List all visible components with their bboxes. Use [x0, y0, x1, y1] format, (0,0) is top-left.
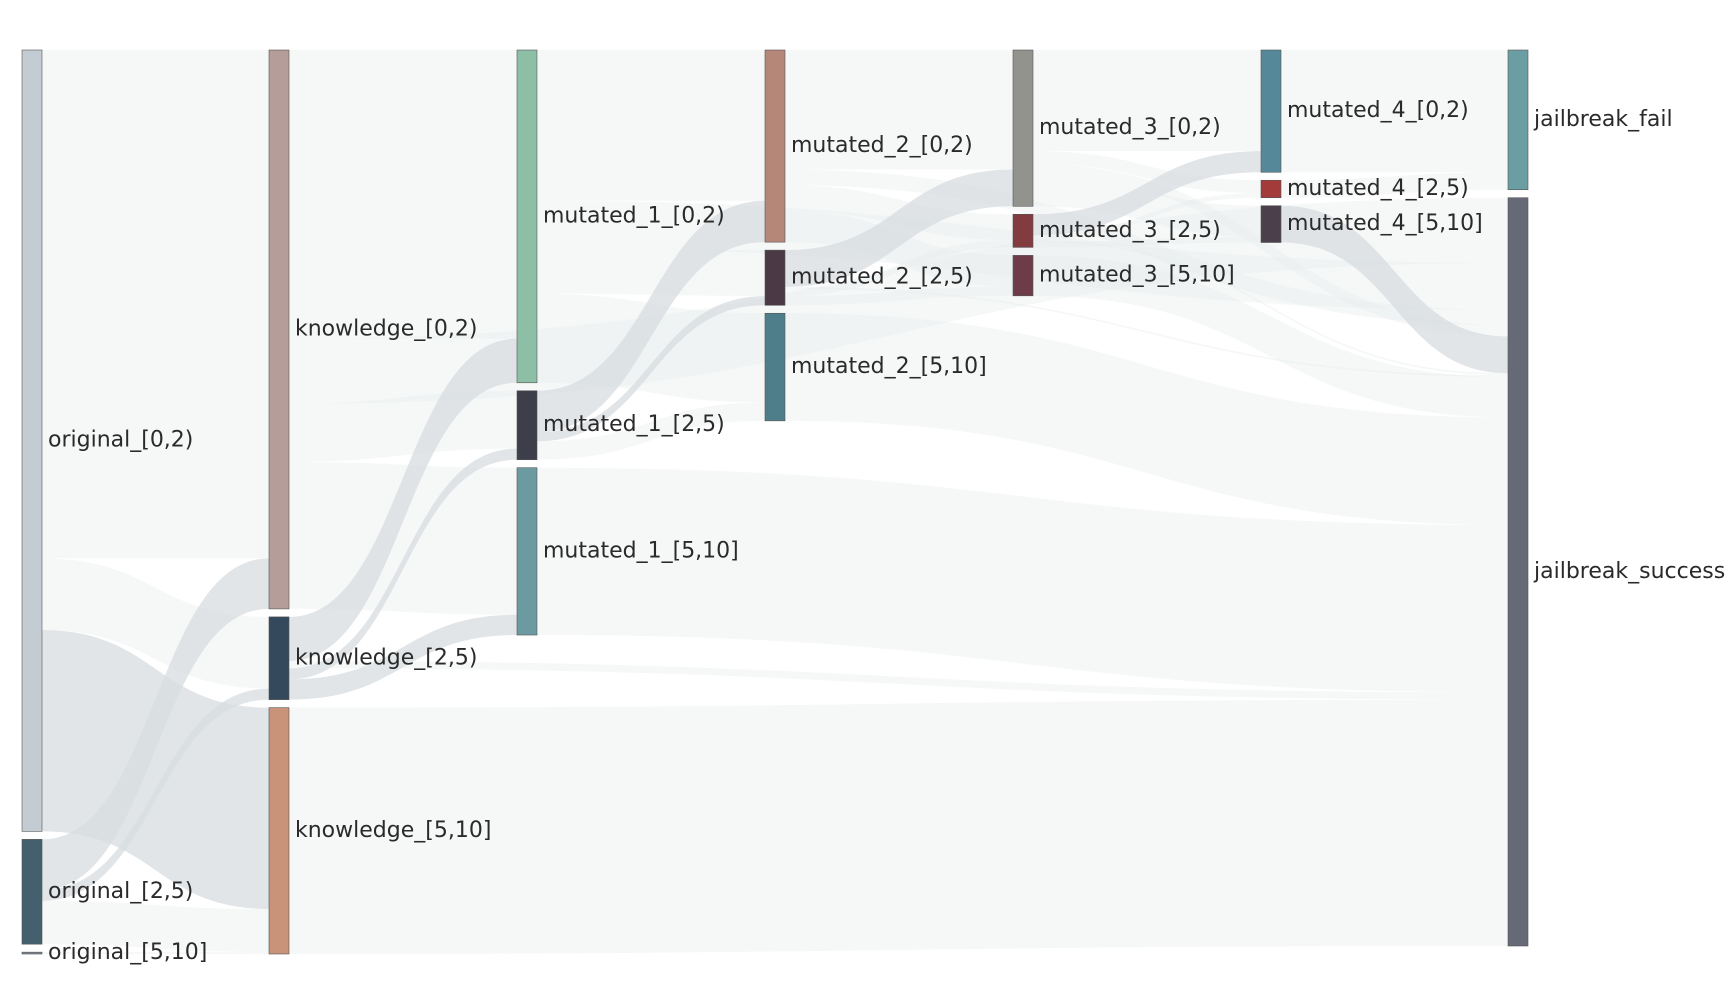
node-label-m2_510: mutated_2_[5,10]	[791, 354, 987, 379]
link-m1_510-js	[537, 467, 1508, 693]
node-o02[interactable]	[21, 49, 43, 832]
link-m2_25-m3_02	[785, 169, 1013, 287]
link-m1_25-m2_25	[537, 296, 765, 442]
link-m1_25-m2_02	[537, 200, 765, 433]
link-k02-m1_510	[289, 461, 517, 615]
link-m3_25-m4_02	[1033, 151, 1261, 236]
link-m2_02-js	[785, 169, 1508, 326]
link-m3_02-m4_25	[1033, 151, 1261, 194]
link-k510-js	[289, 699, 1508, 954]
node-jf[interactable]	[1507, 49, 1529, 191]
node-label-m1_25: mutated_1_[2,5)	[543, 412, 725, 437]
link-m3_02-m4_02	[1033, 50, 1261, 152]
link-m2_25-js	[785, 286, 1508, 377]
node-o25[interactable]	[21, 839, 43, 945]
node-label-jf: jailbreak_fail	[1533, 107, 1673, 132]
nodes-layer	[21, 49, 1529, 955]
link-m3_25-m4_25	[1033, 193, 1261, 241]
node-label-m3_02: mutated_3_[0,2)	[1039, 115, 1221, 140]
link-k02-js	[289, 197, 1508, 404]
link-o02-k02	[42, 50, 269, 559]
node-label-m3_510: mutated_3_[5,10]	[1039, 263, 1235, 288]
link-m3_510-js	[1033, 255, 1508, 418]
node-label-m4_02: mutated_4_[0,2)	[1287, 98, 1469, 123]
node-label-m3_25: mutated_3_[2,5)	[1039, 218, 1221, 243]
node-m1_510[interactable]	[516, 467, 538, 636]
link-o02-k25	[42, 558, 269, 689]
node-label-k02: knowledge_[0,2)	[295, 316, 477, 341]
node-m2_02[interactable]	[764, 49, 786, 243]
node-label-m1_510: mutated_1_[5,10]	[543, 538, 739, 563]
link-m1_02-m2_02	[537, 50, 765, 201]
link-m2_510-js	[785, 313, 1508, 525]
node-m4_02[interactable]	[1260, 49, 1282, 173]
link-m1_02-m2_25	[537, 247, 765, 297]
link-m3_02-m4_510	[1033, 175, 1261, 237]
link-k02-m1_02	[289, 50, 517, 339]
link-m3_02-js	[1033, 163, 1508, 337]
node-m3_25[interactable]	[1012, 213, 1034, 248]
node-label-k510: knowledge_[5,10]	[295, 818, 491, 843]
node-m2_510[interactable]	[764, 312, 786, 422]
node-label-m4_510: mutated_4_[5,10]	[1287, 211, 1483, 236]
link-m2_02-m3_02	[785, 50, 1013, 170]
link-o510-k510	[42, 952, 269, 954]
link-m4_02-jf	[1281, 50, 1508, 173]
node-k02[interactable]	[268, 49, 290, 610]
node-label-m2_02: mutated_2_[0,2)	[791, 133, 973, 158]
link-m3_25-m4_510	[1033, 236, 1261, 248]
node-label-m4_25: mutated_4_[2,5)	[1287, 176, 1469, 201]
node-k510[interactable]	[268, 707, 290, 955]
link-m2_25-m3_25	[785, 240, 1013, 297]
link-o25-k25	[42, 688, 269, 901]
node-m1_02[interactable]	[516, 49, 538, 384]
link-m2_02-m3_510	[785, 210, 1013, 287]
link-o25-k02	[42, 558, 269, 890]
node-m4_25[interactable]	[1260, 179, 1282, 199]
link-k25-m1_02	[289, 338, 517, 662]
labels-layer: original_[0,2) original_[2,5) original_[5,…	[48, 98, 1725, 965]
node-o510[interactable]	[21, 951, 43, 955]
node-label-o25: original_[2,5)	[48, 879, 193, 904]
link-m1_25-m2_510	[537, 402, 765, 460]
node-label-m1_02: mutated_1_[0,2)	[543, 203, 725, 228]
link-k25-m1_510	[289, 614, 517, 700]
node-m1_25[interactable]	[516, 390, 538, 461]
node-m2_25[interactable]	[764, 249, 786, 306]
link-k25-m1_25	[289, 448, 517, 680]
node-label-o02: original_[0,2)	[48, 428, 193, 453]
node-m4_510[interactable]	[1260, 205, 1282, 243]
link-m3_25-js	[1033, 240, 1508, 376]
link-o25-k510	[42, 900, 269, 953]
link-k25-js	[289, 661, 1508, 700]
node-label-o510: original_[5,10]	[48, 940, 207, 965]
node-label-js: jailbreak_success	[1533, 559, 1725, 584]
node-js[interactable]	[1507, 197, 1529, 947]
node-label-k25: knowledge_[2,5)	[295, 645, 477, 670]
links-layer	[42, 50, 1508, 954]
node-label-m2_25: mutated_2_[2,5)	[791, 265, 973, 290]
link-m2_25-m3_510	[785, 286, 1013, 306]
link-m4_25-jf	[1281, 172, 1508, 198]
node-m3_02[interactable]	[1012, 49, 1034, 207]
link-m4_510-js	[1281, 205, 1508, 374]
node-m3_510[interactable]	[1012, 255, 1034, 297]
node-k25[interactable]	[268, 616, 290, 700]
